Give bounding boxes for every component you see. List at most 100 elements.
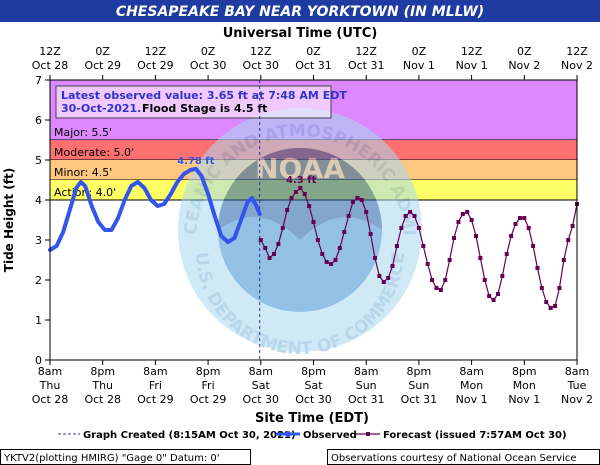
forecast-point xyxy=(421,244,426,248)
top-tick-label: 0Z xyxy=(412,45,427,58)
bottom-tick-time: 8pm xyxy=(512,365,537,378)
forecast-point xyxy=(495,292,500,296)
forecast-point xyxy=(430,278,435,282)
bottom-axis-label: Site Time (EDT) xyxy=(255,411,369,426)
bottom-tick-date: Nov 2 xyxy=(561,393,593,406)
bottom-tick-time: 8pm xyxy=(90,365,115,378)
forecast-point xyxy=(557,286,562,290)
chart-title: CHESAPEAKE BAY NEAR YORKTOWN (IN MLLW) xyxy=(116,4,484,20)
bottom-tick-time: 8am xyxy=(38,365,62,378)
legend-created: Graph Created (8:15AM Oct 30, 2021) xyxy=(83,430,296,441)
observed-point xyxy=(239,218,243,222)
top-tick-label: 12Z xyxy=(566,45,588,58)
band-label-action: Action: 4.0' xyxy=(54,186,116,199)
forecast-point xyxy=(478,256,483,260)
info-box xyxy=(55,85,332,119)
forecast-point xyxy=(412,214,417,218)
forecast-point xyxy=(408,210,413,214)
top-tick-date: Oct 31 xyxy=(348,59,385,72)
bottom-tick-time: 8pm xyxy=(196,365,221,378)
observed-point xyxy=(129,184,133,188)
observed-point xyxy=(103,228,107,232)
observed-point xyxy=(96,220,100,224)
bottom-tick-date: Oct 31 xyxy=(401,393,438,406)
top-tick-label: 0Z xyxy=(517,45,532,58)
y-tick-label: 3 xyxy=(35,234,42,247)
forecast-point xyxy=(535,266,540,270)
forecast-point xyxy=(460,212,465,216)
observed-point xyxy=(149,198,153,202)
forecast-point xyxy=(293,190,298,194)
forecast-point xyxy=(399,226,404,230)
legend-forecast: Forecast (issued 7:57AM Oct 30) xyxy=(383,430,567,441)
observed-point xyxy=(232,236,236,240)
bottom-tick-date: Nov 1 xyxy=(456,393,488,406)
y-tick-label: 6 xyxy=(35,114,42,127)
bottom-tick-day: Mon xyxy=(513,379,536,392)
title-bar xyxy=(0,0,600,22)
observed-point xyxy=(74,186,78,190)
observed-point xyxy=(219,234,223,238)
top-tick-date: Oct 29 xyxy=(84,59,121,72)
forecast-point xyxy=(566,238,571,242)
forecast-point xyxy=(368,232,373,236)
bottom-tick-date: Oct 29 xyxy=(190,393,227,406)
forecast-point xyxy=(263,246,268,250)
observed-point xyxy=(254,204,258,208)
forecast-point xyxy=(513,222,518,226)
top-tick-date: Nov 2 xyxy=(508,59,540,72)
band-label-major: Major: 5.5' xyxy=(54,126,112,139)
observed-point xyxy=(61,230,65,234)
footer-right: Observations courtesy of National Ocean … xyxy=(331,453,577,464)
observed-point xyxy=(194,167,198,171)
bottom-tick-date: Nov 1 xyxy=(508,393,540,406)
band-label-minor: Minor: 4.5' xyxy=(54,166,112,179)
bottom-tick-time: 8am xyxy=(249,365,273,378)
forecast-point xyxy=(324,260,329,264)
forecast-point xyxy=(500,274,505,278)
observed-point xyxy=(175,180,179,184)
top-tick-label: 12Z xyxy=(355,45,377,58)
bottom-tick-time: 8am xyxy=(354,365,378,378)
top-tick-date: Oct 30 xyxy=(243,59,280,72)
info-flood-stage: Flood Stage is 4.5 ft xyxy=(142,102,267,115)
forecast-point xyxy=(372,256,377,260)
top-tick-label: 12Z xyxy=(461,45,483,58)
forecast-point xyxy=(311,220,316,224)
forecast-point xyxy=(337,246,342,250)
observed-point xyxy=(206,192,210,196)
bottom-tick-date: Oct 30 xyxy=(243,393,280,406)
bottom-tick-day: Sun xyxy=(408,379,429,392)
forecast-point xyxy=(443,278,448,282)
observed-point xyxy=(226,240,230,244)
top-tick-label: 0Z xyxy=(306,45,321,58)
bottom-tick-date: Oct 30 xyxy=(295,393,332,406)
forecast-point xyxy=(452,236,457,240)
observed-point xyxy=(109,228,113,232)
forecast-point xyxy=(302,192,307,196)
forecast-point xyxy=(342,230,347,234)
bottom-tick-day: Sat xyxy=(304,379,323,392)
forecast-point xyxy=(434,286,439,290)
watermark-bird xyxy=(218,148,382,240)
observed-point xyxy=(68,208,72,212)
forecast-point xyxy=(351,200,356,204)
top-tick-date: Nov 2 xyxy=(561,59,593,72)
info-date: 30-Oct-2021. xyxy=(61,102,141,115)
peak-label-2: 4.3 ft xyxy=(286,175,317,186)
y-axis-ticks: 0 1 2 3 4 5 6 7 xyxy=(35,74,50,367)
forecast-point xyxy=(531,244,536,248)
bottom-tick-day: Sun xyxy=(356,379,377,392)
forecast-point xyxy=(469,218,474,222)
top-tick-date: Nov 1 xyxy=(403,59,435,72)
forecast-point xyxy=(548,306,553,310)
forecast-point xyxy=(539,286,544,290)
forecast-point xyxy=(487,294,492,298)
forecast-point xyxy=(315,238,320,242)
bottom-tick-date: Oct 28 xyxy=(32,393,69,406)
forecast-point xyxy=(298,186,303,190)
bottom-tick-time: 8pm xyxy=(301,365,326,378)
forecast-point xyxy=(473,234,478,238)
